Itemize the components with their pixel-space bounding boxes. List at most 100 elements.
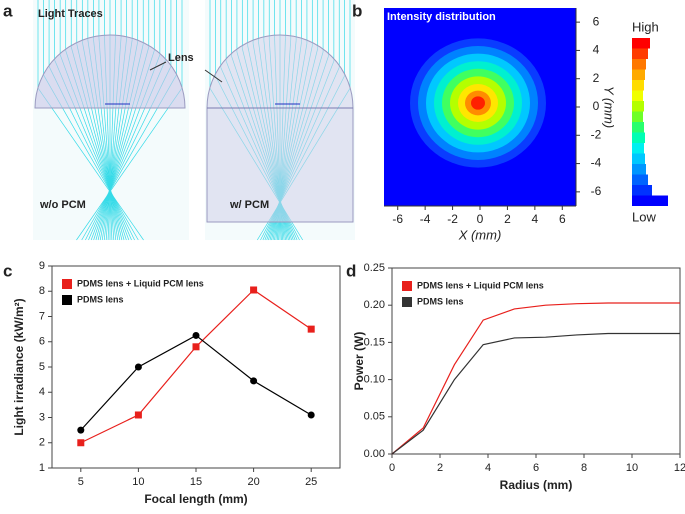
legend-label: PDMS lens + Liquid PCM lens xyxy=(417,280,544,290)
pointer xyxy=(204,69,223,83)
y-axis-label: Power (W) xyxy=(352,332,366,391)
colorbar-step xyxy=(632,153,645,164)
colorbar-label: High xyxy=(632,19,659,34)
colorbar-step xyxy=(632,164,646,175)
x-tick-label: 20 xyxy=(247,476,259,488)
x-tick-label: 0 xyxy=(477,212,484,226)
ray xyxy=(76,87,183,241)
condition-label: w/o PCM xyxy=(39,199,86,211)
y-tick-label: 0.25 xyxy=(364,262,385,274)
y-axis-label: Light irradiance (kW/m²) xyxy=(12,298,26,435)
x-axis-label: X (mm) xyxy=(458,227,502,242)
x-tick-label: -2 xyxy=(447,212,458,226)
colorbar-step xyxy=(632,90,643,101)
y-tick-label: 0.05 xyxy=(364,411,385,423)
y-tick-label: -4 xyxy=(591,156,602,170)
marker xyxy=(77,439,85,447)
x-axis-label: Focal length (mm) xyxy=(144,492,247,506)
condition-label: w/ PCM xyxy=(229,199,269,211)
colorbar-step xyxy=(632,195,668,206)
y-tick-label: -6 xyxy=(591,184,602,198)
y-tick-label: 4 xyxy=(593,43,600,57)
marker xyxy=(307,411,315,419)
y-tick-label: 1 xyxy=(39,462,45,474)
legend-swatch xyxy=(62,279,72,289)
colorbar-step xyxy=(632,185,652,196)
pointer xyxy=(149,61,167,71)
x-tick-label: 2 xyxy=(504,212,511,226)
illustration-title: Light Traces xyxy=(38,8,103,20)
lens-dome xyxy=(34,34,186,109)
y-axis-label: Y (mm) xyxy=(602,86,617,128)
ray xyxy=(37,87,144,241)
colorbar-step xyxy=(632,132,645,143)
x-tick-label: 12 xyxy=(674,462,685,474)
y-tick-label: 2 xyxy=(39,437,45,449)
y-tick-label: 0.00 xyxy=(364,448,385,460)
marker xyxy=(250,286,258,294)
panel-label: a xyxy=(3,1,13,20)
colorbar-step xyxy=(632,48,648,59)
y-tick-label: 0.15 xyxy=(364,336,385,348)
heatmap-title: Intensity distribution xyxy=(387,11,496,23)
y-tick-label: 8 xyxy=(39,285,45,297)
x-tick-label: 15 xyxy=(190,476,202,488)
x-tick-label: 25 xyxy=(305,476,317,488)
marker xyxy=(77,426,85,434)
y-tick-label: 6 xyxy=(593,14,600,28)
marker xyxy=(250,377,258,385)
legend-label: PDMS lens xyxy=(77,294,124,304)
y-tick-label: 3 xyxy=(39,411,45,423)
series-line xyxy=(391,302,680,455)
x-tick-label: 10 xyxy=(132,476,144,488)
x-tick-label: 5 xyxy=(78,476,84,488)
y-tick-label: 6 xyxy=(39,336,45,348)
y-tick-label: -2 xyxy=(591,127,602,141)
y-tick-label: 0.10 xyxy=(364,374,385,386)
x-tick-label: -4 xyxy=(420,212,431,226)
colorbar-step xyxy=(632,59,646,70)
series-line xyxy=(391,332,680,455)
colorbar-step xyxy=(632,143,644,154)
legend-swatch xyxy=(62,295,72,305)
lens-pcm xyxy=(206,34,354,223)
y-tick-label: 4 xyxy=(39,386,45,398)
x-tick-label: 0 xyxy=(389,462,395,474)
colorbar-step xyxy=(632,101,644,112)
marker xyxy=(192,331,200,339)
x-tick-label: 6 xyxy=(533,462,539,474)
y-tick-label: 9 xyxy=(39,260,45,272)
legend-swatch xyxy=(402,281,412,291)
panel-label: b xyxy=(352,1,362,20)
x-tick-label: 8 xyxy=(581,462,587,474)
lens-label: Lens xyxy=(168,52,194,64)
x-tick-label: 2 xyxy=(437,462,443,474)
legend-swatch xyxy=(402,297,412,307)
y-tick-label: 2 xyxy=(593,71,600,85)
marker xyxy=(134,363,142,371)
colorbar-step xyxy=(632,174,648,185)
colorbar-step xyxy=(632,69,645,80)
marker xyxy=(192,343,200,351)
panel-label: c xyxy=(3,261,12,280)
colorbar-step xyxy=(632,38,650,49)
panel-label: d xyxy=(346,261,356,280)
colorbar-label: Low xyxy=(632,209,656,224)
colorbar-step xyxy=(632,111,643,122)
intensity-contour xyxy=(471,96,485,110)
x-tick-label: 4 xyxy=(532,212,539,226)
x-tick-label: 6 xyxy=(559,212,566,226)
legend-label: PDMS lens + Liquid PCM lens xyxy=(77,278,204,288)
x-axis-label: Radius (mm) xyxy=(500,478,573,492)
marker xyxy=(307,325,315,333)
legend-label: PDMS lens xyxy=(417,296,464,306)
y-tick-label: 5 xyxy=(39,361,45,373)
marker xyxy=(134,411,142,419)
colorbar-step xyxy=(632,80,644,91)
x-tick-label: -6 xyxy=(392,212,403,226)
y-tick-label: 0 xyxy=(593,99,600,113)
x-tick-label: 4 xyxy=(485,462,491,474)
colorbar-step xyxy=(632,122,644,133)
x-tick-label: 10 xyxy=(626,462,638,474)
